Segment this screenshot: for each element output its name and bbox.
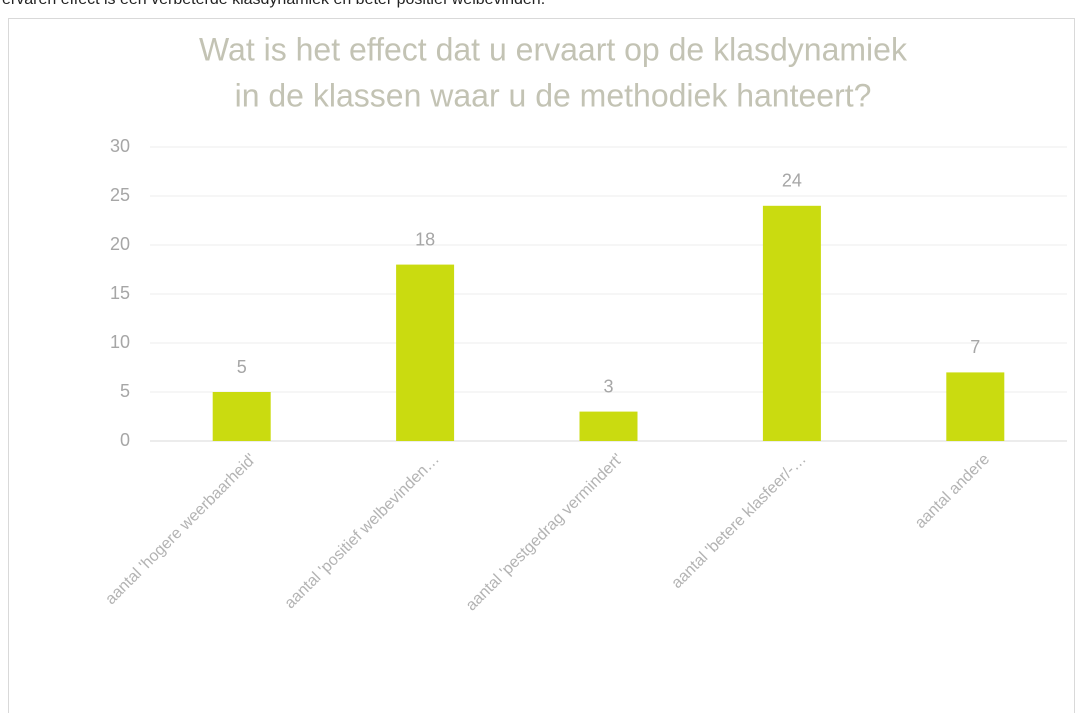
value-label: 5 — [237, 357, 247, 377]
value-label: 18 — [415, 229, 435, 249]
y-tick-label: 25 — [110, 185, 130, 205]
y-tick-label: 20 — [110, 234, 130, 254]
value-label: 3 — [603, 376, 613, 396]
chart-title: Wat is het effect dat u ervaart op de kl… — [199, 31, 908, 67]
chart-frame — [8, 18, 1075, 713]
y-tick-label: 0 — [120, 430, 130, 450]
bar — [579, 411, 638, 441]
y-tick-label: 10 — [110, 332, 130, 352]
bar — [212, 392, 271, 441]
bar — [396, 264, 455, 441]
bar — [946, 372, 1005, 441]
chart-title: in de klassen waar u de methodiek hantee… — [235, 77, 872, 113]
intro-text: ervaren effect is een verbeterde klasdyn… — [2, 0, 545, 8]
y-tick-label: 15 — [110, 283, 130, 303]
y-tick-label: 5 — [120, 381, 130, 401]
value-label: 24 — [782, 171, 802, 191]
y-tick-label: 30 — [110, 136, 130, 156]
bar — [762, 205, 821, 441]
value-label: 7 — [970, 337, 980, 357]
